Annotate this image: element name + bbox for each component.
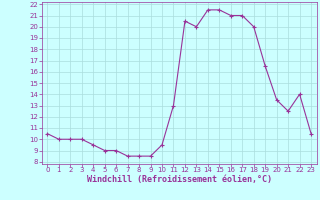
X-axis label: Windchill (Refroidissement éolien,°C): Windchill (Refroidissement éolien,°C) xyxy=(87,175,272,184)
